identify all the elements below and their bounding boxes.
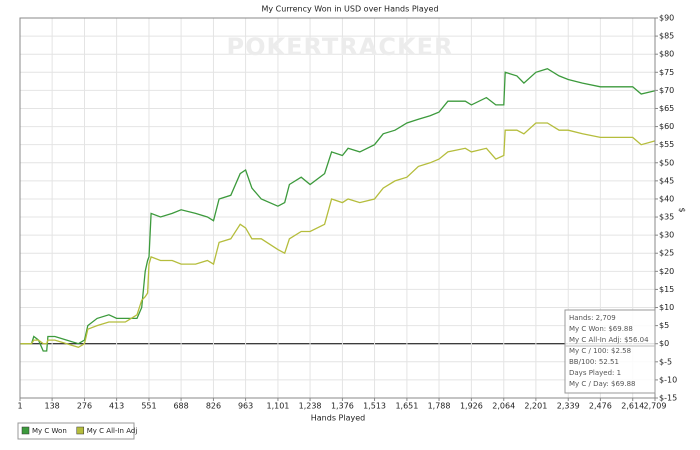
y-tick-label: $20 (659, 267, 674, 276)
info-line: Days Played: 1 (569, 369, 621, 377)
x-tick-label: 2,201 (524, 402, 547, 411)
y-tick-label: $50 (659, 158, 674, 167)
y-tick-label: $45 (659, 176, 674, 185)
y-tick-label: $90 (659, 14, 674, 23)
x-tick-label: 688 (173, 402, 188, 411)
y-tick-label: $25 (659, 249, 674, 258)
chart-title: My Currency Won in USD over Hands Played (261, 5, 438, 14)
series-line (20, 122, 656, 349)
info-line: BB/100: 52.51 (569, 358, 619, 366)
legend-label: My C All-In Adj (87, 427, 138, 435)
info-line: Hands: 2,709 (569, 314, 616, 322)
y-tick-label: $15 (659, 285, 674, 294)
y-tick-label: $0 (659, 339, 669, 348)
lines (20, 67, 656, 352)
y-tick-label: $30 (659, 231, 674, 240)
x-tick-label: 276 (77, 402, 92, 411)
x-tick-label: 1,101 (266, 402, 289, 411)
x-axis-label: Hands Played (311, 414, 365, 423)
y-tick-label: $85 (659, 32, 674, 41)
y-tick-label: $-10 (659, 375, 677, 384)
info-line: My C All-In Adj: $56.04 (569, 336, 649, 344)
info-box-frame (564, 309, 656, 394)
x-tick-label: 2,476 (589, 402, 612, 411)
watermark: POKERTRACKER (227, 33, 454, 61)
legend-label: My C Won (32, 427, 67, 435)
x-tick-label: 826 (206, 402, 221, 411)
y-tick-label: $10 (659, 303, 674, 312)
legend-swatch (21, 426, 30, 435)
legend-items: My C Won My C All-In Adj (21, 426, 138, 435)
legend-swatch (76, 426, 85, 435)
x-tick-label: 413 (109, 402, 124, 411)
y-tick-label: $5 (659, 321, 669, 330)
x-tick-label: 963 (238, 402, 253, 411)
grid: $90 $85 $80 $75 $70 $65 $60 $55 $50 $45 $40 $35 $30 $… (17, 14, 677, 411)
y-tick-label: $80 (659, 50, 674, 59)
x-tick-label: 2,339 (557, 402, 580, 411)
x-tick-label: 1,376 (331, 402, 354, 411)
x-tick-label: 1,513 (363, 402, 386, 411)
x-tick-label: 2,064 (492, 402, 515, 411)
x-tick-label: 1,926 (460, 402, 483, 411)
y-axis-label: $ (678, 207, 687, 212)
y-tick-label: $40 (659, 194, 674, 203)
x-tick-label: 1 (17, 402, 22, 411)
y-tick-label: $60 (659, 122, 674, 131)
x-tick-label: 1,238 (299, 402, 322, 411)
x-tick-label: 1,788 (428, 402, 451, 411)
info-line: My C Won: $69.88 (569, 325, 633, 333)
info-line: My C / Day: $69.88 (569, 380, 636, 388)
info-line: My C / 100: $2.58 (569, 347, 631, 355)
plot-frame (19, 17, 656, 399)
y-tick-label: $70 (659, 86, 674, 95)
x-tick-label: 2,614 (621, 402, 644, 411)
info-box: Hands: 2,709 My C Won: $69.88 My C All-In … (564, 309, 656, 394)
legend (17, 422, 135, 440)
y-tick-label: $75 (659, 68, 674, 77)
x-tick-label: 551 (141, 402, 156, 411)
y-tick-label: $55 (659, 140, 674, 149)
x-tick-label: 138 (44, 402, 59, 411)
x-tick-label: 2,709 (644, 402, 667, 411)
y-tick-label: $65 (659, 104, 674, 113)
x-tick-label: 1,651 (395, 402, 418, 411)
y-tick-label: $-5 (659, 357, 672, 366)
y-tick-label: $-15 (659, 394, 677, 403)
y-tick-label: $35 (659, 213, 674, 222)
series-line (20, 67, 656, 352)
